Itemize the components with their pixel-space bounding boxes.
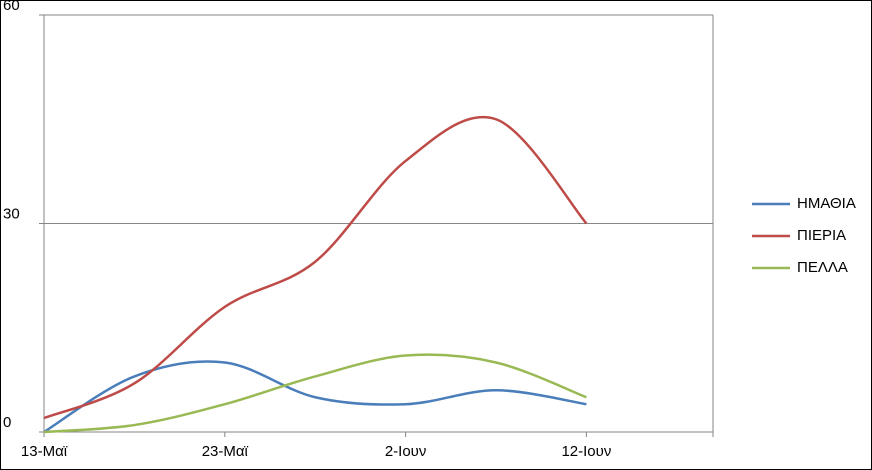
series-line	[43, 353, 587, 434]
x-tick-label: 23-Μαϊ	[202, 443, 249, 460]
legend-label: ΠΙΕΡΙΑ	[797, 227, 846, 244]
x-tick-label: 12-Ιουν	[561, 443, 611, 460]
series-line	[43, 360, 587, 434]
x-tick-label: 13-Μαϊ	[21, 443, 68, 460]
x-tick-label: 2-Ιουν	[385, 443, 427, 460]
legend-label: ΠΕΛΛΑ	[797, 259, 848, 276]
legend-label: ΗΜΑΘΙΑ	[797, 195, 856, 212]
series-line	[43, 115, 588, 420]
y-tick-label: 60	[3, 0, 20, 14]
y-tick-label: 30	[3, 205, 20, 222]
y-tick-label: 0	[3, 414, 11, 431]
